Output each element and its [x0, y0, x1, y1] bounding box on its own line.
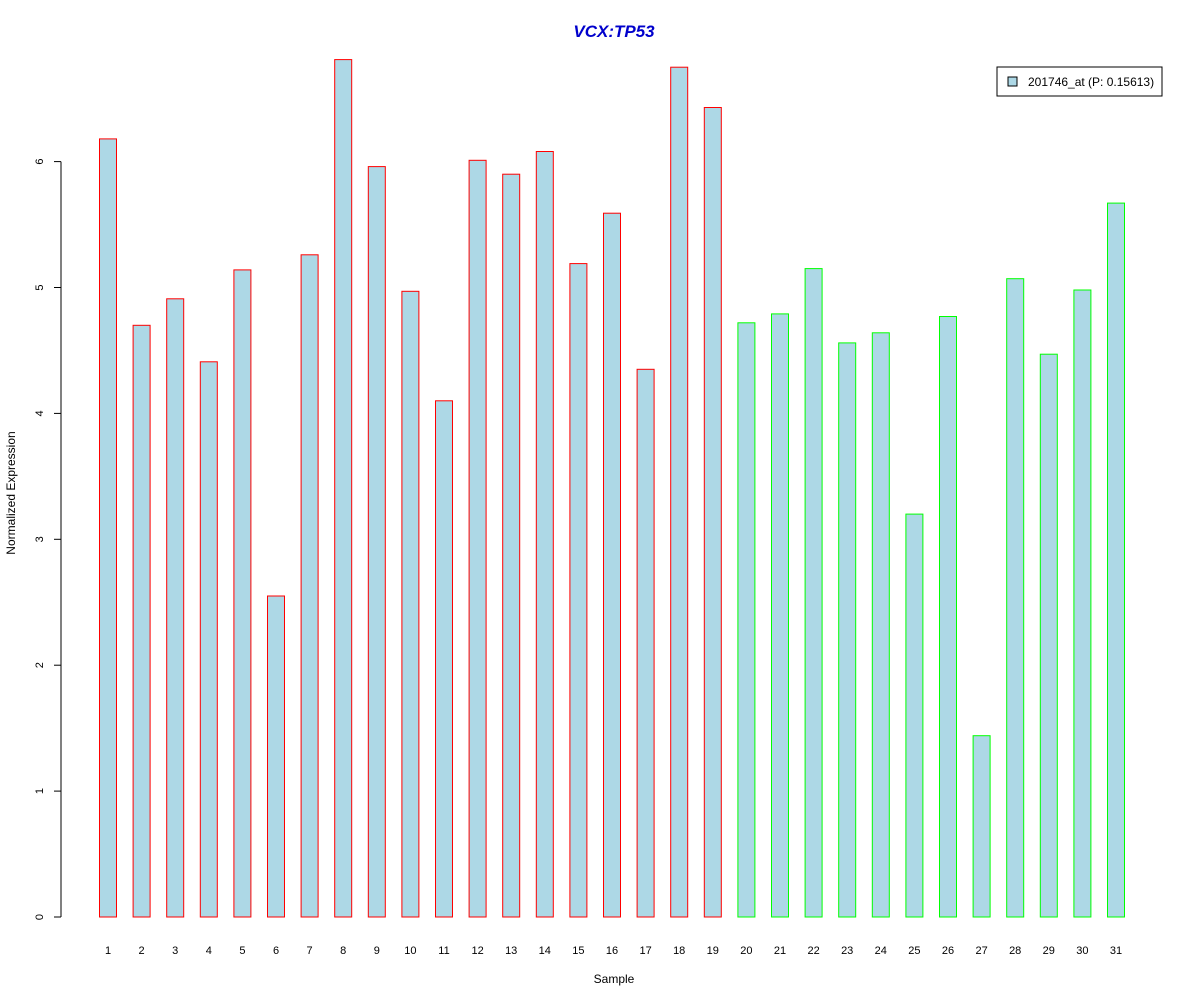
- y-tick-label: 5: [34, 284, 46, 290]
- legend-swatch: [1007, 76, 1018, 87]
- chart-title: VCX:TP53: [573, 22, 655, 41]
- x-tick-label: 21: [774, 945, 786, 957]
- x-tick-label: 11: [438, 945, 449, 957]
- x-tick-label: 10: [404, 945, 416, 957]
- x-tick-label: 16: [606, 945, 618, 957]
- bar-sample-10: [401, 290, 420, 918]
- bar-sample-14: [535, 151, 554, 918]
- bar-sample-28: [1006, 278, 1025, 918]
- bar-sample-31: [1107, 202, 1125, 918]
- x-tick-label: 25: [908, 945, 920, 957]
- x-tick-label: 15: [572, 945, 584, 957]
- x-tick-label: 18: [673, 945, 685, 957]
- x-tick-labels: 1 2 3 4 5 6 7 8 9 10 11 12 13 14 15 16 17 18 19 20 21 22 23 24 2…: [105, 945, 1122, 957]
- legend-box: [996, 66, 1163, 97]
- x-tick-label: 12: [471, 945, 483, 957]
- bar-sample-6: [267, 595, 285, 918]
- x-tick-label: 2: [139, 945, 145, 957]
- x-tick-label: 29: [1043, 945, 1055, 957]
- bars: [99, 59, 1125, 918]
- bar-sample-20: [737, 322, 756, 918]
- x-tick-label: 6: [273, 945, 279, 957]
- x-tick-label: 27: [975, 945, 987, 957]
- legend-label: 201746_at (P: 0.15613): [1028, 75, 1154, 89]
- bar-sample-27: [972, 735, 991, 918]
- x-tick-label: 5: [239, 945, 245, 957]
- bar-sample-13: [502, 173, 521, 918]
- bar-sample-11: [435, 400, 453, 918]
- bar-sample-4: [199, 361, 218, 918]
- bar-sample-25: [905, 513, 924, 918]
- bar-sample-1: [99, 138, 117, 918]
- x-axis-label: Sample: [594, 972, 635, 986]
- bar-sample-7: [300, 254, 319, 918]
- bar-sample-8: [334, 59, 353, 918]
- x-tick-label: 8: [340, 945, 346, 957]
- bar-sample-29: [1039, 353, 1058, 918]
- x-tick-label: 3: [172, 945, 178, 957]
- legend: 201746_at (P: 0.15613): [996, 66, 1163, 97]
- y-tick-label: 2: [34, 662, 46, 668]
- x-tick-label: 1: [105, 945, 111, 957]
- bar-sample-15: [569, 263, 588, 918]
- y-tick-label: 1: [34, 788, 46, 794]
- x-tick-label: 20: [740, 945, 752, 957]
- x-tick-label: 9: [374, 945, 380, 957]
- bar-sample-3: [166, 298, 185, 918]
- y-tick-label: 3: [34, 536, 46, 542]
- bar-sample-26: [939, 316, 957, 918]
- y-axis: 0 1 2 3 4 5 6: [34, 159, 62, 920]
- y-tick-label: 0: [34, 914, 46, 920]
- x-tick-label: 30: [1076, 945, 1088, 957]
- bar-sample-22: [804, 268, 823, 918]
- bar-sample-9: [367, 166, 386, 918]
- x-tick-label: 31: [1110, 945, 1122, 957]
- bar-sample-30: [1073, 289, 1092, 918]
- y-axis-label: Normalized Expression: [4, 431, 18, 554]
- bar-sample-16: [603, 212, 621, 918]
- bar-sample-17: [636, 368, 655, 918]
- x-tick-label: 23: [841, 945, 853, 957]
- x-tick-label: 7: [307, 945, 313, 957]
- bar-sample-23: [838, 342, 857, 918]
- x-tick-label: 22: [807, 945, 819, 957]
- x-tick-label: 14: [539, 945, 551, 957]
- x-tick-label: 13: [505, 945, 517, 957]
- y-tick-label: 4: [34, 410, 46, 416]
- x-tick-label: 26: [942, 945, 954, 957]
- bar-sample-18: [670, 66, 689, 918]
- bar-sample-2: [132, 324, 151, 918]
- bar-sample-24: [871, 332, 890, 918]
- bar-sample-5: [233, 269, 252, 918]
- x-tick-label: 4: [206, 945, 212, 957]
- x-tick-label: 17: [639, 945, 651, 957]
- bar-sample-21: [771, 313, 789, 918]
- bar-sample-12: [468, 159, 487, 918]
- y-tick-label: 6: [34, 159, 46, 165]
- bar-sample-19: [703, 107, 722, 918]
- x-tick-label: 24: [875, 945, 887, 957]
- x-tick-label: 19: [707, 945, 719, 957]
- x-tick-label: 28: [1009, 945, 1021, 957]
